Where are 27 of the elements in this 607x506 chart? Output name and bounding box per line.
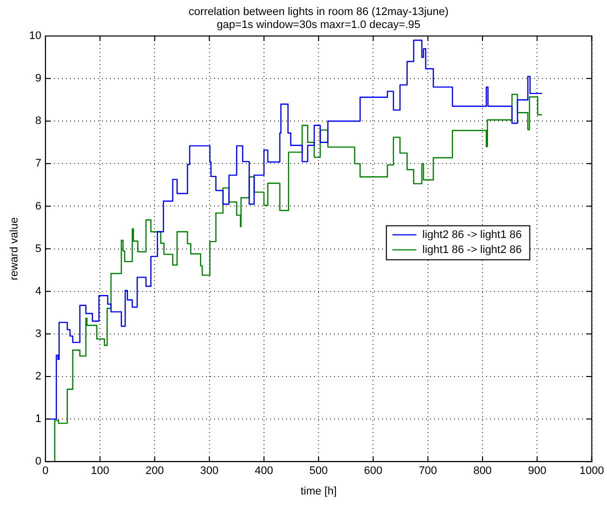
- x-tick-label: 200: [146, 465, 164, 478]
- y-tick-label: 6: [35, 200, 42, 212]
- x-tick-label: 800: [473, 465, 492, 478]
- y-tick-label: 9: [35, 72, 42, 85]
- y-tick-label: 10: [29, 30, 42, 42]
- y-axis-title: reward value: [8, 217, 21, 280]
- x-axis-title: time [h]: [300, 485, 337, 498]
- x-tick-label: 400: [254, 465, 274, 478]
- x-tick-label: 1000: [580, 465, 604, 478]
- chart-subtitle: gap=1s window=30s maxr=1.0 decay=.95: [216, 19, 420, 32]
- x-tick-label: 600: [364, 465, 382, 478]
- y-tick-label: 3: [35, 328, 42, 340]
- x-tick-label: 700: [418, 465, 438, 478]
- chart-title: correlation between lights in room 86 (12may-13june): [188, 6, 449, 18]
- x-tick-label: 300: [200, 465, 219, 478]
- x-tick-label: 500: [309, 465, 328, 478]
- x-tick-label: 100: [90, 465, 110, 478]
- legend-label: light2 86 -> light1 86: [422, 228, 522, 241]
- y-tick-label: 5: [35, 242, 42, 255]
- y-tick-label: 2: [35, 370, 42, 383]
- y-tick-label: 4: [35, 285, 42, 298]
- legend-label: light1 86 -> light2 86: [422, 244, 522, 256]
- y-tick-label: 0: [35, 456, 42, 468]
- y-tick-label: 1: [35, 413, 42, 426]
- y-tick-label: 8: [35, 115, 42, 128]
- y-tick-label: 7: [35, 158, 42, 170]
- x-tick-label: 900: [528, 465, 546, 478]
